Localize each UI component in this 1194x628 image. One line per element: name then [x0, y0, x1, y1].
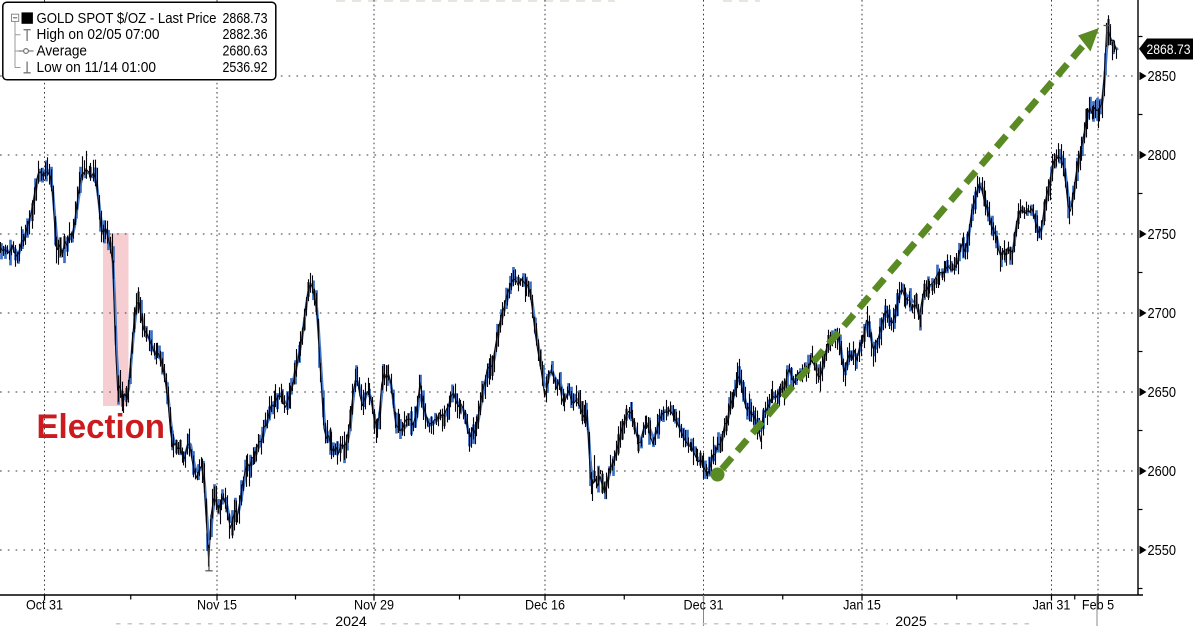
svg-text:2600: 2600	[1148, 464, 1177, 480]
svg-text:Dec 31: Dec 31	[684, 597, 724, 613]
svg-text:Feb 5: Feb 5	[1082, 597, 1114, 613]
svg-text:Election: Election	[37, 408, 166, 446]
svg-text:2868.73: 2868.73	[1147, 41, 1191, 57]
svg-text:2750: 2750	[1148, 227, 1177, 243]
svg-text:Jan 31: Jan 31	[1033, 597, 1071, 613]
svg-text:Low on 11/14 01:00: Low on 11/14 01:00	[37, 60, 157, 76]
svg-text:2882.36: 2882.36	[223, 27, 268, 43]
svg-text:GOLD SPOT $/OZ - Last Price: GOLD SPOT $/OZ - Last Price	[37, 11, 217, 27]
svg-text:2800: 2800	[1148, 148, 1177, 164]
svg-text:2850: 2850	[1148, 69, 1177, 85]
svg-text:Oct 31: Oct 31	[26, 597, 63, 613]
svg-text:2025: 2025	[895, 613, 927, 628]
svg-text:2650: 2650	[1148, 385, 1177, 401]
svg-text:2868.73: 2868.73	[223, 11, 268, 27]
svg-text:2024: 2024	[335, 613, 367, 628]
svg-text:Dec 16: Dec 16	[525, 597, 565, 613]
svg-text:Nov 29: Nov 29	[354, 597, 394, 613]
svg-text:2550: 2550	[1148, 543, 1177, 559]
svg-text:Average: Average	[37, 44, 88, 60]
svg-text:High on 02/05 07:00: High on 02/05 07:00	[37, 27, 160, 43]
svg-text:Jan 15: Jan 15	[843, 597, 881, 613]
svg-text:2536.92: 2536.92	[223, 60, 268, 76]
svg-text:Nov 15: Nov 15	[197, 597, 237, 613]
svg-text:2700: 2700	[1148, 306, 1177, 322]
svg-text:2680.63: 2680.63	[223, 44, 268, 60]
